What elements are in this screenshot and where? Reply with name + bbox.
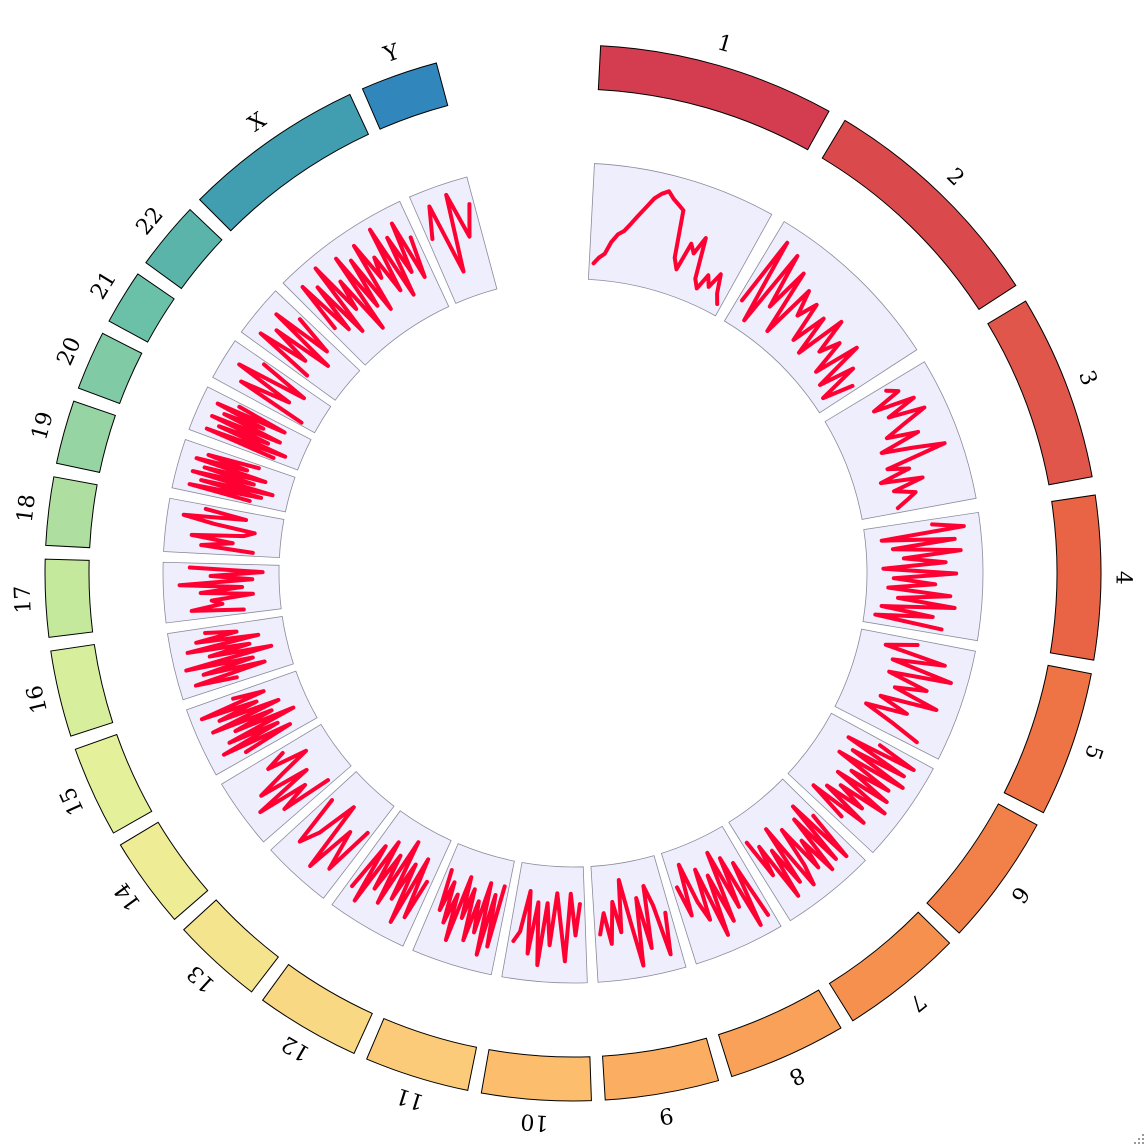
chromosome-label-15: 15 [55, 783, 89, 819]
ideogram-chr-5[interactable] [1003, 664, 1092, 814]
ideogram-chr-7[interactable] [828, 911, 951, 1022]
trace-line-chr-21 [237, 362, 306, 425]
ideogram-chr-1[interactable] [597, 45, 830, 151]
trace-line-chr-3 [872, 388, 947, 511]
chromosome-label-9: 9 [657, 1102, 675, 1129]
ideogram-chr-16[interactable] [50, 643, 114, 737]
trace-line-chr-10 [511, 889, 582, 967]
ideogram-chr-15[interactable] [74, 733, 153, 834]
chromosome-label-3: 3 [1073, 367, 1101, 389]
trace-line-chr-4 [873, 522, 966, 632]
ideogram-chr-17[interactable] [44, 558, 94, 638]
ideogram-chr-3[interactable] [987, 300, 1093, 486]
ideogram-ring [44, 45, 1102, 1102]
ideogram-chr-12[interactable] [261, 963, 373, 1055]
chromosome-label-16: 16 [22, 683, 53, 716]
trace-line-chr-19 [187, 452, 275, 503]
trace-line-chr-8 [675, 850, 770, 937]
chromosome-label-5: 5 [1079, 741, 1107, 762]
ideogram-chr-22[interactable] [145, 208, 223, 290]
ideogram-chr-18[interactable] [45, 476, 98, 549]
ideogram-chr-6[interactable] [926, 803, 1038, 934]
ideogram-chr-8[interactable] [717, 989, 842, 1078]
ideogram-chr-14[interactable] [119, 821, 209, 921]
ideogram-chr-4[interactable] [1049, 494, 1102, 661]
trace-line-chr-5 [864, 642, 953, 745]
chromosome-label-4: 4 [1110, 571, 1135, 585]
trace-line-chr-9 [598, 878, 673, 968]
trace-line-chr-6 [811, 735, 916, 825]
ideogram-chr-2[interactable] [821, 119, 1017, 311]
chromosome-label-17: 17 [10, 585, 36, 614]
ideogram-chr-21[interactable] [108, 273, 175, 343]
chromosome-label-y: Y [380, 39, 403, 68]
chromosome-label-13: 13 [183, 960, 221, 997]
chromosome-label-12: 12 [278, 1030, 315, 1066]
chromosome-label-10: 10 [520, 1108, 550, 1135]
trace-line-chr-2 [740, 240, 859, 401]
ideogram-chr-y[interactable] [361, 62, 449, 130]
trace-line-chr-x [300, 221, 427, 333]
chromosome-label-20: 20 [53, 334, 87, 370]
chromosome-label-22: 22 [132, 203, 169, 241]
chromosome-label-19: 19 [27, 409, 59, 443]
trace-line-chr-14 [258, 748, 330, 815]
chromosome-label-8: 8 [785, 1061, 808, 1090]
chromosome-label-21: 21 [86, 267, 122, 304]
track-panel-chr-7 [728, 778, 866, 922]
ideogram-chr-x[interactable] [198, 93, 370, 232]
trace-line-chr-13 [297, 798, 370, 871]
ideogram-chr-19[interactable] [55, 400, 117, 473]
ideogram-chr-9[interactable] [602, 1037, 720, 1101]
chromosome-label-1: 1 [714, 30, 734, 58]
trace-line-chr-15 [199, 689, 296, 757]
trace-line-chr-12 [350, 840, 431, 924]
trace-line-chr-16 [184, 629, 274, 688]
track-panel-chr-1 [587, 163, 773, 317]
trace-line-chr-17 [177, 565, 265, 613]
track-panel-chr-6 [787, 712, 934, 854]
ideogram-chr-13[interactable] [183, 899, 280, 993]
chromosome-label-6: 6 [1005, 881, 1033, 907]
resize-grip-icon[interactable] [1130, 1130, 1144, 1144]
trace-line-chr-20 [204, 401, 288, 460]
ideogram-chr-20[interactable] [77, 332, 143, 405]
chromosome-label-18: 18 [13, 493, 41, 524]
trace-line-chr-7 [744, 804, 849, 898]
trace-line-chr-11 [437, 868, 507, 957]
chromosome-label-2: 2 [941, 164, 968, 192]
trace-line-chr-1 [591, 189, 723, 306]
line-track-ring [162, 163, 984, 984]
chromosome-label-7: 7 [904, 988, 931, 1016]
chromosome-label-14: 14 [110, 878, 147, 915]
chromosome-label-11: 11 [393, 1082, 427, 1114]
ideogram-chr-10[interactable] [480, 1049, 592, 1102]
trace-line-chr-18 [181, 506, 257, 555]
ideogram-chr-11[interactable] [366, 1017, 478, 1091]
chromosome-label-x: X [244, 108, 271, 138]
trace-line-chr-y [427, 192, 472, 274]
trace-line-chr-22 [258, 312, 330, 378]
